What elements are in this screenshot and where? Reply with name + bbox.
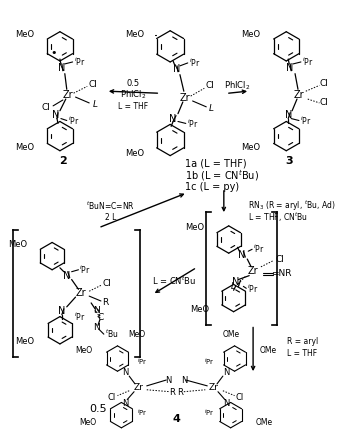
Text: $^i$Pr: $^i$Pr [302,56,314,68]
Text: Cl: Cl [102,279,111,288]
Text: $^i$Pr: $^i$Pr [68,114,79,127]
Text: $^i$Pr: $^i$Pr [187,117,198,130]
Text: $^i$Pr: $^i$Pr [74,310,85,323]
Text: $^i$Pr: $^i$Pr [204,357,215,368]
Text: $^t$Bu: $^t$Bu [105,328,118,340]
Text: $^i$Pr: $^i$Pr [137,357,148,368]
Text: Cl: Cl [320,79,329,88]
Text: N: N [58,306,66,316]
Text: N: N [238,250,245,260]
Text: 1a (L = THF): 1a (L = THF) [185,158,246,168]
Text: 3: 3 [285,157,293,166]
Text: Zr: Zr [62,90,73,100]
Text: N: N [223,399,230,408]
Text: N: N [223,368,230,377]
Text: R: R [102,299,108,307]
Text: 2 L: 2 L [105,213,116,221]
Text: Zr: Zr [248,266,258,276]
Text: $^i$Pr: $^i$Pr [204,407,215,419]
Text: N: N [286,63,294,73]
Text: 2: 2 [59,157,67,166]
Text: Cl: Cl [89,80,97,89]
Text: MeO: MeO [15,30,35,39]
Text: L: L [209,104,214,113]
Text: MeO: MeO [129,330,146,339]
Text: MeO: MeO [125,30,144,39]
Text: PhICl$_2$: PhICl$_2$ [120,89,146,101]
Text: MeO: MeO [185,223,204,232]
Text: Zr: Zr [179,93,190,103]
Text: N: N [94,323,100,332]
Text: 1c (L = py): 1c (L = py) [185,182,239,192]
Text: L = THF, CN$^t$Bu: L = THF, CN$^t$Bu [248,210,308,224]
Text: N: N [122,368,129,377]
Text: N: N [285,110,292,120]
Text: MeO: MeO [241,30,260,39]
Text: OMe: OMe [260,346,277,355]
Text: PhICl$_2$: PhICl$_2$ [224,79,251,92]
Text: R: R [169,388,175,397]
Text: C: C [98,313,104,322]
Text: Cl: Cl [42,103,51,112]
Text: N: N [58,63,66,73]
Text: N: N [122,399,129,408]
Text: MeO: MeO [75,346,92,355]
Text: MeO: MeO [15,143,35,152]
Text: RN$_3$ (R = aryl, $^t$Bu, Ad): RN$_3$ (R = aryl, $^t$Bu, Ad) [248,198,336,213]
Text: N: N [181,376,187,385]
Text: $^i$Pr: $^i$Pr [74,56,85,68]
Text: L = THF: L = THF [118,102,148,111]
Text: MeO: MeO [15,337,35,347]
Text: N: N [63,271,71,280]
Text: 0.5: 0.5 [89,404,107,414]
Text: R: R [177,388,183,397]
Text: OMe: OMe [223,330,240,339]
Text: Cl: Cl [206,81,214,90]
Text: N: N [232,277,239,288]
Text: Zr: Zr [134,383,144,392]
Text: Cl: Cl [320,98,329,108]
Text: N: N [169,113,177,123]
Text: MeO: MeO [241,143,260,152]
Text: $^i$Pr: $^i$Pr [79,264,91,276]
Text: =NR: =NR [271,269,292,278]
Text: 4: 4 [172,414,180,424]
Text: $^i$Pr: $^i$Pr [253,243,265,255]
Text: $^i$Pr: $^i$Pr [247,282,259,295]
Text: $^i$Pr: $^i$Pr [189,57,200,69]
Text: Cl: Cl [107,393,116,402]
Text: 0.5: 0.5 [126,79,140,88]
Text: N: N [93,306,100,315]
Text: L: L [231,282,236,291]
Text: OMe: OMe [256,419,273,427]
Text: L: L [93,101,97,109]
Text: L = CN$^t$Bu: L = CN$^t$Bu [152,274,196,287]
Text: MeO: MeO [8,240,27,249]
Text: Cl: Cl [275,254,284,264]
Text: MeO: MeO [190,305,209,314]
Text: L = THF: L = THF [287,349,318,358]
Text: Cl: Cl [235,393,243,402]
Text: N: N [52,110,60,120]
Text: $^t$BuN=C=NR: $^t$BuN=C=NR [86,199,135,212]
Text: N: N [165,376,171,385]
Text: 1b (L = CN$^t$Bu): 1b (L = CN$^t$Bu) [185,168,259,183]
Text: $^i$Pr: $^i$Pr [300,114,311,127]
Text: Zr: Zr [294,90,304,100]
Text: $^i$Pr: $^i$Pr [137,407,148,419]
Text: MeO: MeO [79,419,96,427]
Text: Zr: Zr [76,288,87,298]
Text: Zr: Zr [208,383,218,392]
Text: N: N [173,64,181,74]
Text: •: • [51,48,57,58]
Text: R = aryl: R = aryl [287,337,319,347]
Text: MeO: MeO [125,149,144,158]
